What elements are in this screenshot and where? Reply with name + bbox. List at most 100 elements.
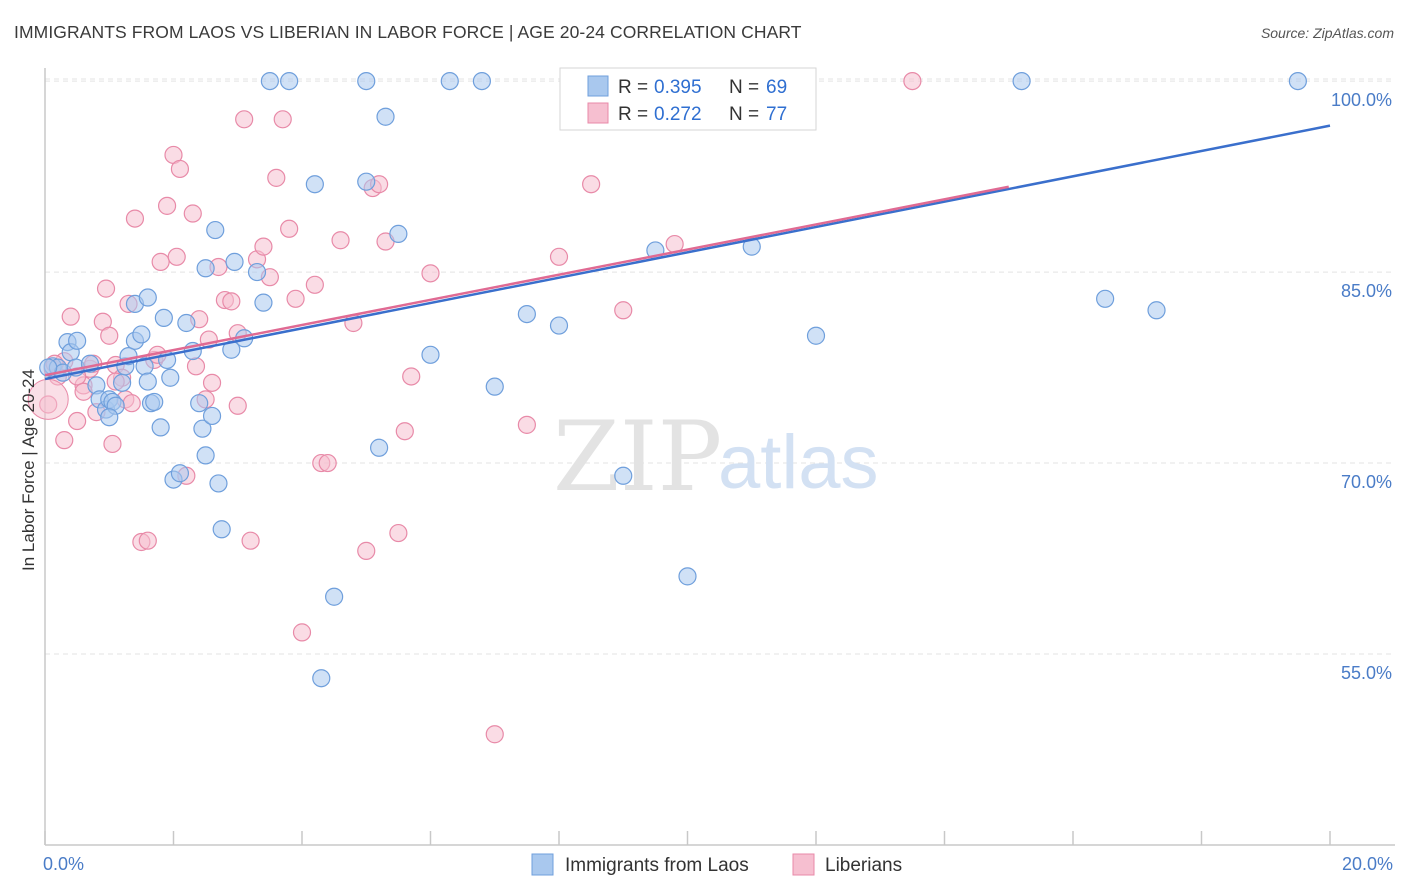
- laos-point: [806, 326, 826, 345]
- laos-point: [196, 446, 215, 465]
- liberians-point: [903, 71, 922, 91]
- laos-point: [68, 331, 87, 350]
- liberians-point: [228, 396, 247, 415]
- y-axis-label: In Labor Force | Age 20-24: [19, 369, 38, 571]
- bottom-legend-swatch-laos: [531, 853, 554, 876]
- laos-point: [112, 373, 132, 392]
- gridlines: [45, 78, 1395, 655]
- laos-point: [485, 377, 504, 396]
- liberians-point: [357, 541, 376, 560]
- stats-legend: R = 0.395 N = 69 R = 0.272 N = 77: [559, 67, 817, 131]
- liberians-point: [167, 247, 186, 266]
- liberians-point: [305, 275, 324, 294]
- laos-point: [100, 408, 119, 427]
- chart-title: IMMIGRANTS FROM LAOS VS LIBERIAN IN LABO…: [14, 22, 802, 42]
- liberians-point: [582, 175, 601, 194]
- liberians-points: [27, 71, 922, 744]
- laos-point: [177, 313, 196, 333]
- liberians-point: [614, 301, 633, 320]
- watermark-zip: ZIP: [553, 401, 722, 513]
- liberians-point: [273, 110, 292, 129]
- liberians-point: [421, 264, 440, 283]
- liberians-point: [61, 307, 80, 326]
- laos-point: [154, 308, 173, 328]
- laos-point: [260, 71, 279, 91]
- liberians-point: [241, 531, 260, 550]
- liberians-point: [331, 231, 350, 250]
- laos-point: [614, 466, 633, 485]
- y-tick-label: 85.0%: [1341, 281, 1392, 301]
- watermark-atlas: atlas: [718, 420, 879, 505]
- legend-r-label-liberians: R =: [618, 104, 648, 125]
- bottom-legend-label-laos: Immigrants from Laos: [565, 855, 749, 876]
- liberians-point: [202, 373, 222, 392]
- laos-point: [1096, 289, 1115, 308]
- legend-r-label-laos: R =: [618, 77, 648, 98]
- laos-point: [305, 175, 324, 194]
- laos-point: [472, 71, 491, 91]
- laos-point: [196, 259, 215, 278]
- laos-point: [280, 71, 299, 91]
- laos-point: [247, 262, 267, 282]
- liberians-point: [186, 357, 206, 376]
- liberians-point: [96, 279, 116, 298]
- liberians-point: [280, 219, 299, 238]
- laos-point: [1288, 71, 1307, 91]
- liberians-point: [517, 415, 536, 434]
- y-tick-labels: 100.0% 85.0% 70.0% 55.0%: [1331, 90, 1392, 683]
- liberians-point: [100, 326, 119, 345]
- laos-point: [549, 316, 569, 335]
- laos-point: [370, 438, 389, 457]
- laos-point: [39, 358, 58, 377]
- laos-point: [517, 304, 536, 324]
- legend-swatch-laos: [587, 75, 609, 97]
- laos-point: [138, 372, 157, 391]
- liberians-point: [103, 434, 122, 454]
- laos-point: [1012, 71, 1031, 91]
- laos-point: [190, 394, 209, 413]
- liberians-point: [549, 247, 569, 266]
- liberians-point: [292, 623, 312, 642]
- liberians-point: [125, 209, 145, 228]
- liberians-point: [122, 394, 141, 413]
- laos-points: [39, 71, 1307, 688]
- y-tick-label: 70.0%: [1341, 472, 1392, 492]
- x-tick-labels: 0.0% 20.0%: [43, 854, 1393, 874]
- laos-point: [421, 345, 440, 364]
- series-legend: Immigrants from Laos Liberians: [531, 853, 902, 876]
- laos-point: [161, 368, 180, 387]
- laos-point: [357, 71, 376, 91]
- legend-n-label-liberians: N =: [729, 104, 759, 125]
- y-tick-label: 55.0%: [1341, 663, 1392, 683]
- legend-n-label-laos: N =: [729, 77, 759, 98]
- y-tick-label: 100.0%: [1331, 90, 1392, 110]
- liberians-trend-line: [44, 185, 1009, 377]
- liberians-point: [68, 411, 87, 431]
- laos-point: [170, 464, 190, 483]
- liberians-point: [318, 453, 337, 473]
- legend-swatch-liberians: [587, 102, 609, 124]
- laos-point: [212, 520, 231, 539]
- x-tick-label: 0.0%: [43, 854, 84, 874]
- liberians-point: [222, 292, 241, 311]
- legend-r-value-laos: 0.395: [654, 77, 702, 98]
- bottom-legend-swatch-liberians: [792, 853, 815, 876]
- liberians-point: [267, 168, 286, 187]
- laos-point: [193, 419, 212, 438]
- source-label: Source: ZipAtlas.com: [1260, 25, 1394, 41]
- laos-point: [225, 252, 244, 271]
- liberians-point: [138, 531, 157, 550]
- laos-point: [132, 325, 151, 344]
- laos-point: [325, 587, 344, 606]
- laos-point: [376, 107, 395, 126]
- liberians-point: [389, 523, 408, 543]
- laos-point: [206, 220, 225, 240]
- legend-n-value-liberians: 77: [766, 104, 787, 125]
- liberians-point: [183, 204, 202, 223]
- laos-point: [389, 224, 408, 243]
- liberians-point: [395, 422, 414, 441]
- laos-point: [254, 293, 273, 312]
- liberians-point: [55, 431, 74, 450]
- x-tick-label: 20.0%: [1342, 854, 1393, 874]
- laos-point: [138, 288, 157, 307]
